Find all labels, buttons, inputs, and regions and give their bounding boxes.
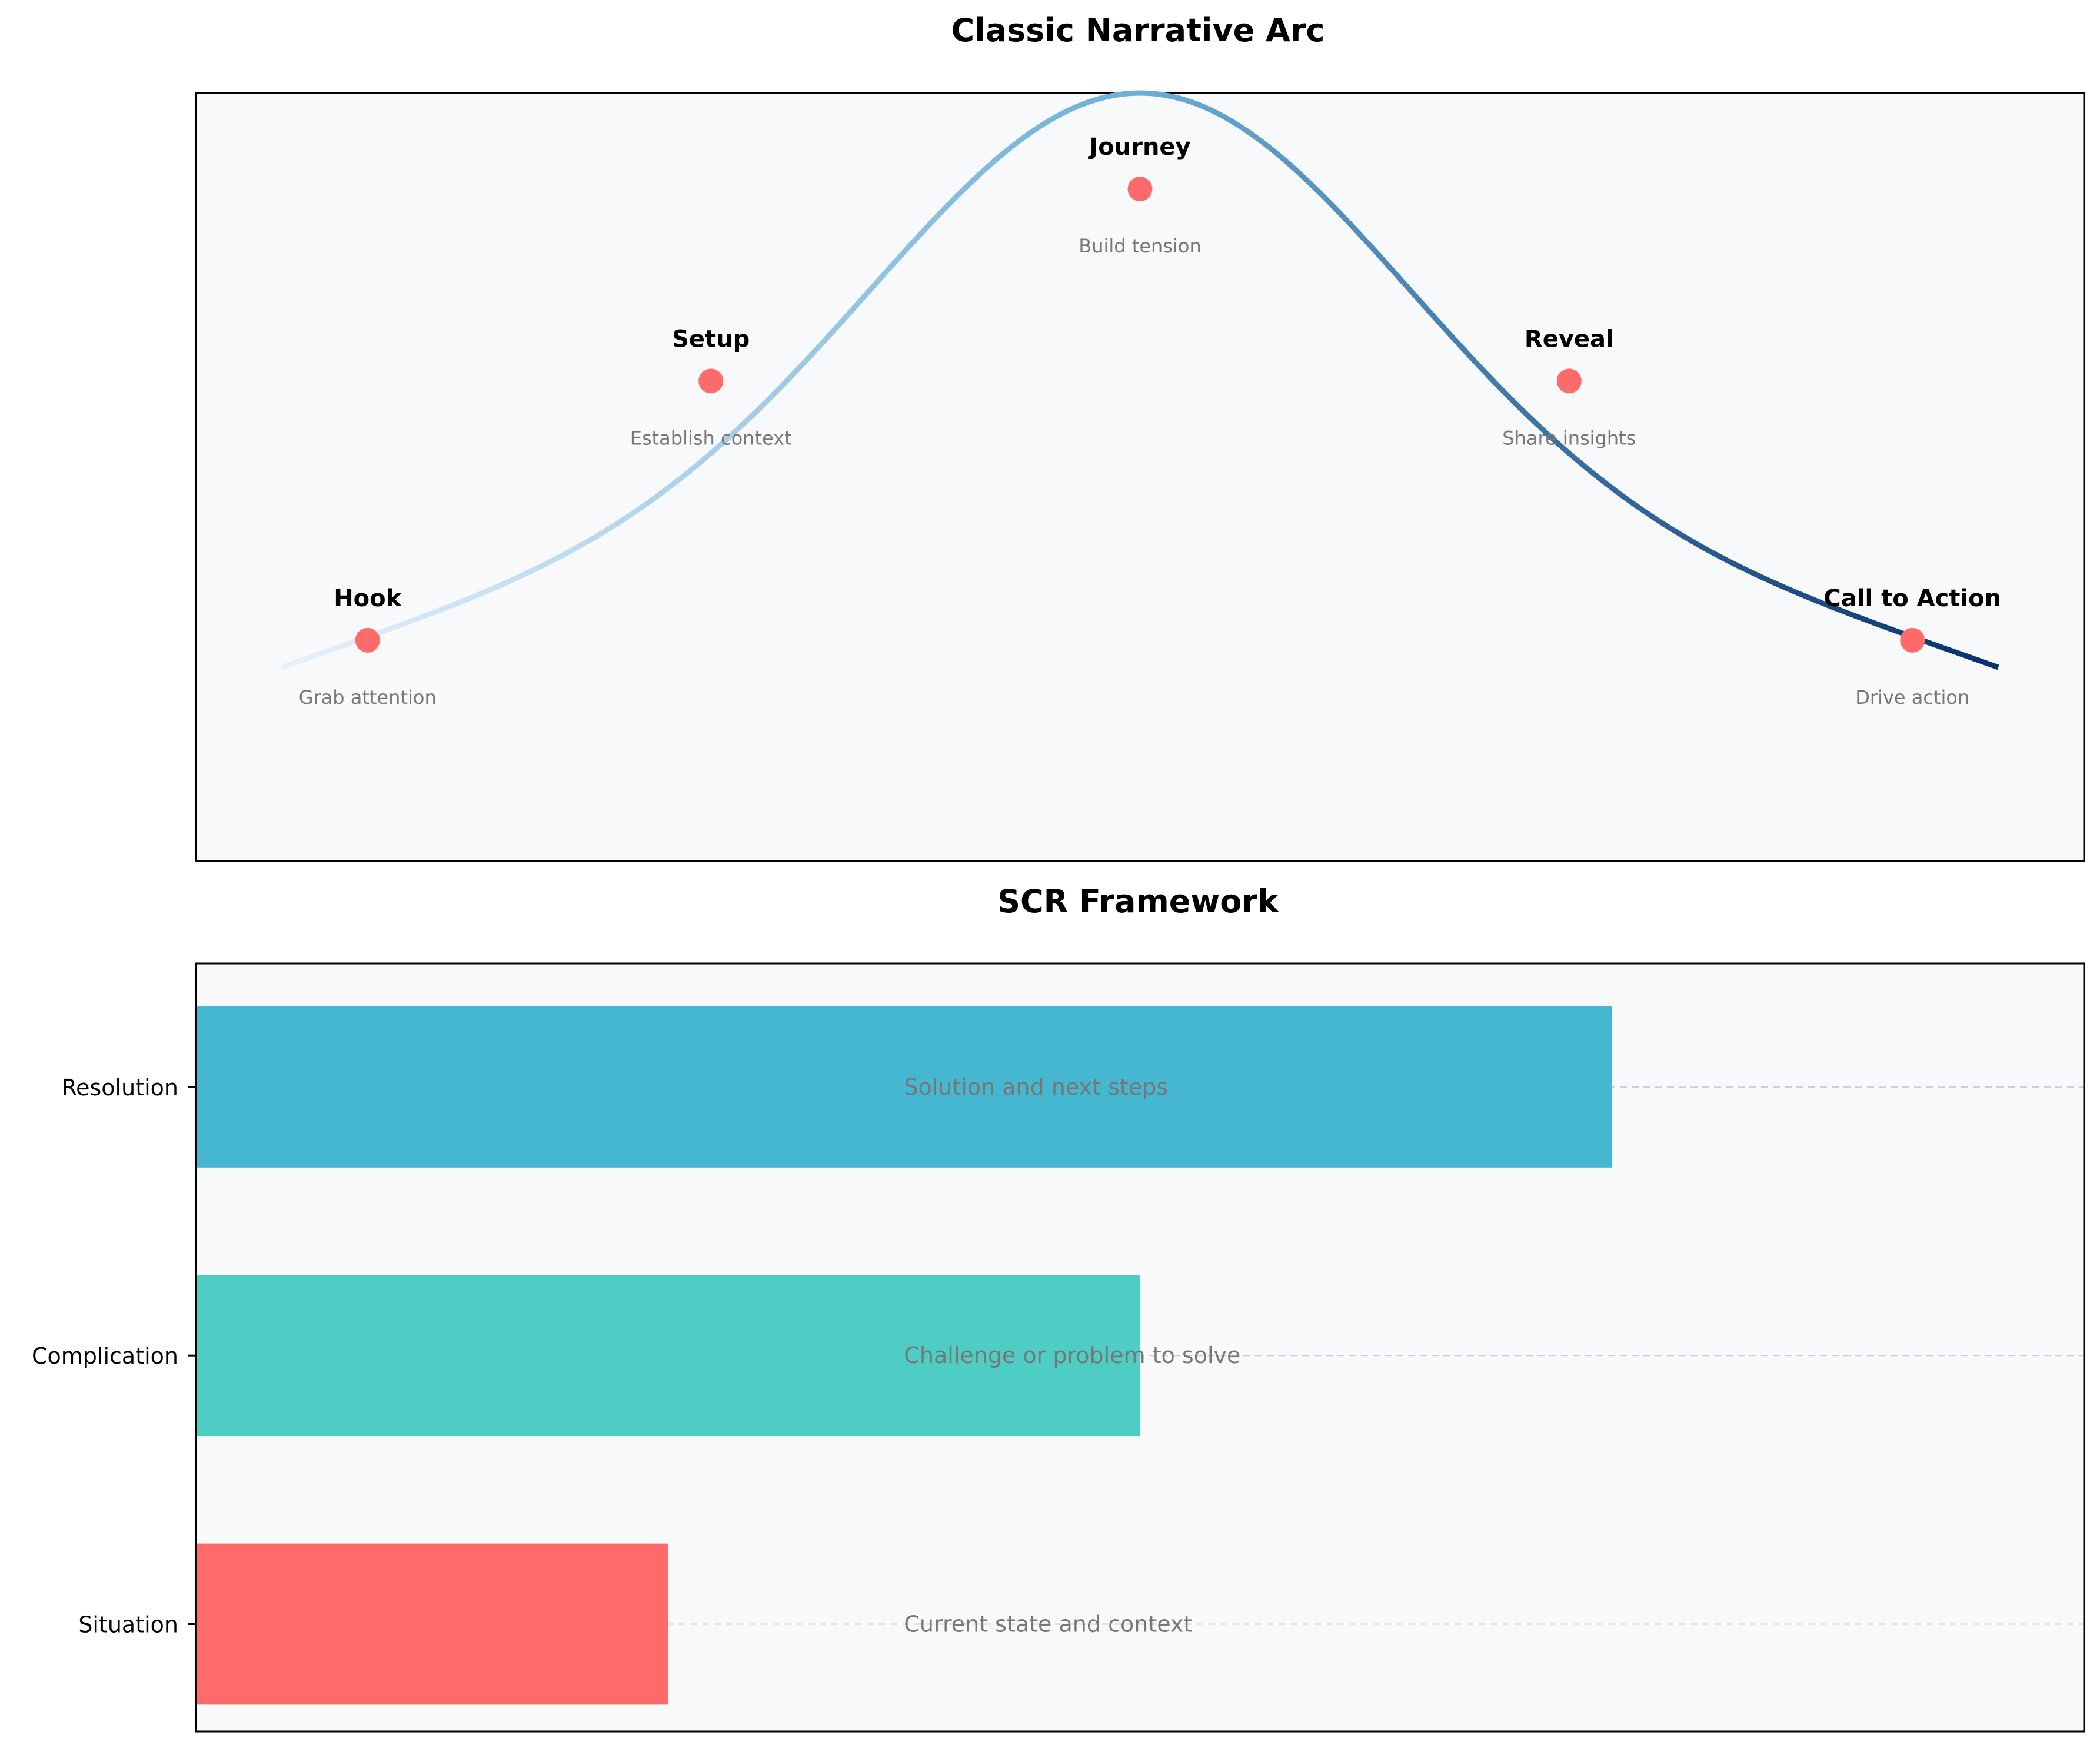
arc-point-description-4: Drive action [1855, 686, 1969, 709]
scr-y-axis: Situation Complication Resolution [32, 1075, 196, 1637]
arc-point-label-1: Setup [672, 325, 750, 353]
arc-point-1 [698, 368, 724, 394]
arc-point-4 [1900, 627, 1925, 653]
arc-point-0 [355, 627, 380, 653]
scr-plot-frame [195, 962, 2085, 1733]
scr-framework-title: SCR Framework [997, 883, 1279, 920]
scr-description-complication: Challenge or problem to solve [904, 1342, 1240, 1368]
scr-descriptions: Current state and context Challenge or pr… [904, 1074, 1240, 1637]
narrative-arc-curve [281, 90, 1999, 670]
arc-point-description-0: Grab attention [299, 686, 437, 709]
scr-ytick-label-resolution: Resolution [61, 1075, 178, 1101]
narrative-arc-points: Hook Grab attention Setup Establish context… [299, 134, 2001, 709]
scr-bar-resolution [196, 1006, 1612, 1168]
scr-bars [196, 1006, 1612, 1705]
scr-description-resolution: Solution and next steps [904, 1074, 1168, 1100]
narrative-arc-chart: Classic Narrative Arc Hook Grab attention… [195, 12, 2085, 862]
scr-bar-complication [196, 1275, 1140, 1437]
scr-framework-chart: SCR Framework Current state and contextC… [32, 883, 2085, 1733]
arc-point-description-2: Build tension [1079, 235, 1201, 257]
scr-bar-situation [196, 1543, 668, 1705]
arc-point-label-0: Hook [334, 585, 402, 612]
arc-point-2 [1127, 177, 1153, 202]
arc-point-3 [1556, 368, 1582, 394]
scr-description-situation: Current state and context [904, 1611, 1192, 1637]
arc-point-description-1: Establish context [630, 427, 792, 449]
arc-point-description-3: Share insights [1502, 427, 1636, 449]
narrative-arc-title: Classic Narrative Arc [951, 12, 1325, 49]
scr-ytick-label-complication: Complication [32, 1343, 178, 1369]
arc-point-label-2: Journey [1087, 134, 1190, 161]
narrative-arc-plot-area [195, 92, 2085, 862]
arc-point-label-3: Reveal [1525, 325, 1614, 353]
arc-point-label-4: Call to Action [1823, 585, 2001, 612]
scr-ytick-label-situation: Situation [78, 1611, 178, 1637]
